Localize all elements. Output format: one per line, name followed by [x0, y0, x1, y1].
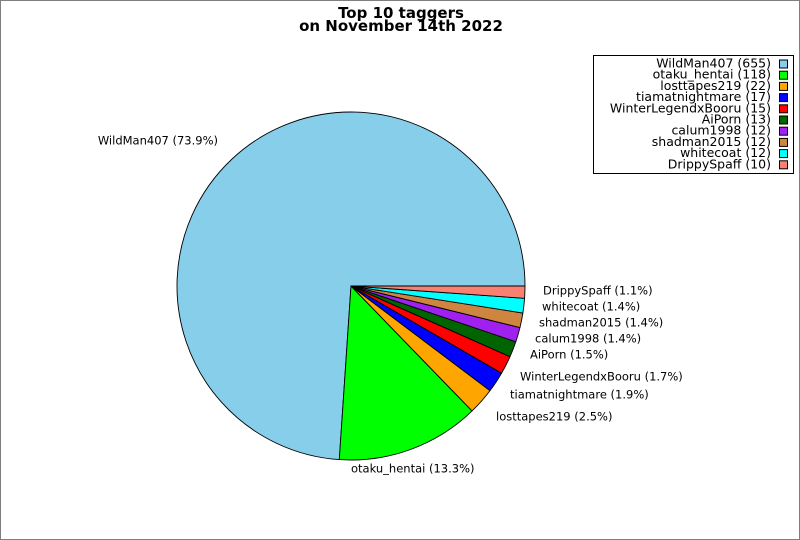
legend-entry-label: WinterLegendxBooru (15)	[610, 100, 771, 115]
chart-subtitle: on November 14th 2022	[299, 17, 503, 35]
slice-label: tiamatnightmare (1.9%)	[510, 388, 649, 402]
legend-entry-label: tiamatnightmare (17)	[636, 89, 771, 104]
legend-swatch	[779, 126, 788, 136]
slice-label: otaku_hentai (13.3%)	[351, 462, 475, 476]
legend-swatch	[779, 149, 788, 159]
legend-entry-label: DrippySpaff (10)	[668, 156, 771, 171]
slice-label: shadman2015 (1.4%)	[539, 316, 663, 330]
legend-swatch	[779, 59, 788, 69]
slice-label: DrippySpaff (1.1%)	[543, 284, 653, 298]
pie-slice-drippyspaff	[350, 285, 526, 299]
slice-label: WildMan407 (73.9%)	[98, 134, 218, 148]
legend-entry-label: losttapes219 (22)	[660, 78, 771, 93]
slice-label: losttapes219 (2.5%)	[496, 410, 612, 424]
legend-swatch	[779, 70, 788, 80]
pie-slices	[176, 111, 526, 461]
slice-label: WinterLegendxBooru (1.7%)	[520, 370, 683, 384]
slice-label: calum1998 (1.4%)	[535, 332, 641, 346]
legend-entry-label: shadman2015 (12)	[652, 134, 771, 149]
slice-labels: WildMan407 (73.9%) otaku_hentai (13.3%) lo…	[98, 134, 683, 476]
slice-label: whitecoat (1.4%)	[542, 300, 640, 314]
pie-slice-otaku-hentai	[338, 285, 473, 461]
legend-swatch	[779, 93, 788, 103]
legend: WildMan407 (655)otaku_hentai (118)lostta…	[593, 55, 794, 174]
legend-swatch	[779, 115, 788, 125]
slice-label: AiPorn (1.5%)	[530, 348, 608, 362]
chart-title: Top 10 taggers	[338, 4, 464, 22]
legend-swatch	[779, 104, 788, 114]
legend-entry-label: otaku_hentai (118)	[653, 67, 771, 82]
legend-entry-label: WildMan407 (655)	[656, 56, 771, 71]
legend-box	[593, 55, 794, 174]
legend-swatch	[779, 137, 788, 147]
legend-entry-label: AiPorn (13)	[702, 112, 771, 127]
legend-swatch	[779, 160, 788, 170]
legend-swatch	[779, 81, 788, 91]
legend-entry-label: whitecoat (12)	[680, 145, 771, 160]
legend-entry-label: calum1998 (12)	[671, 123, 771, 138]
